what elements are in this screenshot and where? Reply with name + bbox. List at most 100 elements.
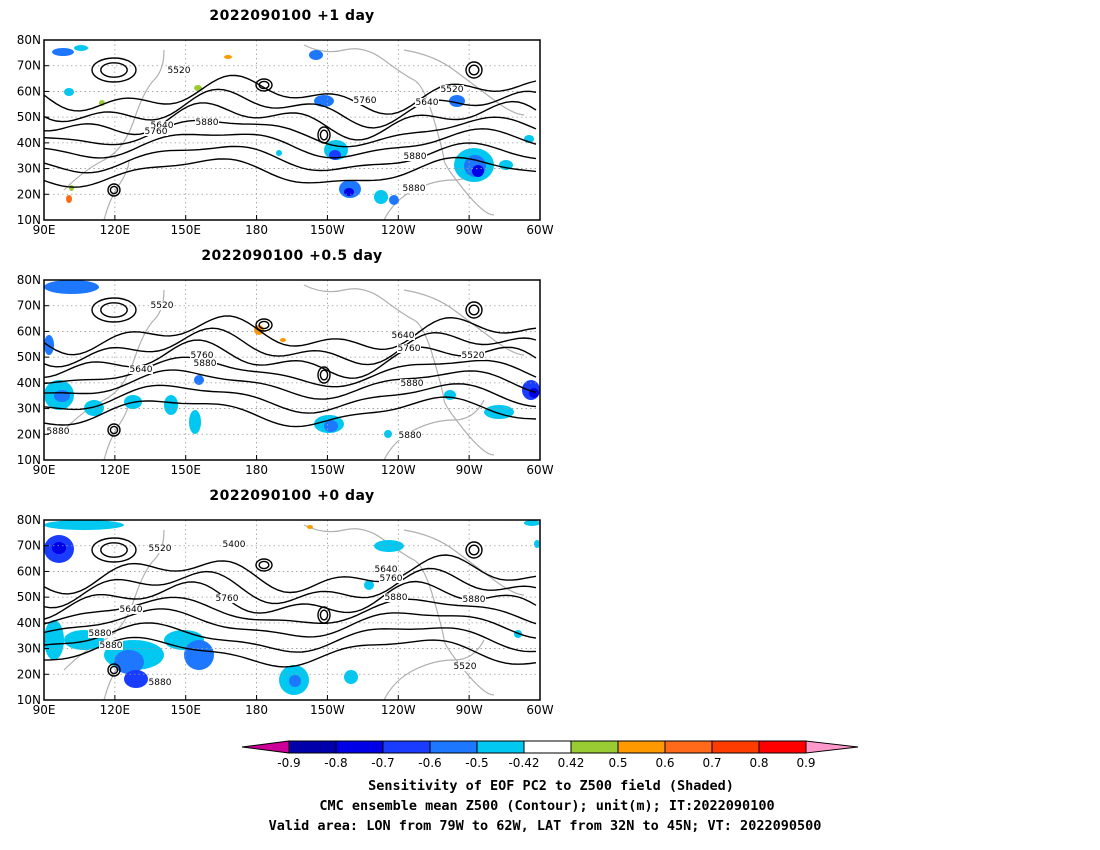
contour-label-bg bbox=[46, 427, 70, 436]
map-frame bbox=[43, 39, 541, 221]
contour-line bbox=[43, 339, 537, 379]
contour-label-bg bbox=[195, 118, 219, 127]
closed-contour bbox=[100, 62, 128, 78]
colorbar-swatch bbox=[570, 740, 619, 754]
contour-label-bg bbox=[148, 544, 172, 553]
contour-label: 5760 bbox=[191, 351, 214, 361]
contour-label: 5640 bbox=[130, 365, 153, 375]
contour-label-bg bbox=[379, 574, 403, 583]
colorbar-swatch bbox=[664, 740, 713, 754]
closed-contour bbox=[109, 665, 119, 675]
x-axis-ticks: 90E 120E 150E 180 150W 120W 90W 60W bbox=[33, 215, 554, 237]
panel-title: 2022090100 +0.5 day bbox=[201, 248, 382, 264]
x-axis-ticks: 90E 120E 150E 180 150W 120W 90W 60W bbox=[33, 695, 554, 717]
contour-label: 5880 bbox=[47, 427, 70, 437]
contour-line bbox=[43, 74, 537, 115]
shaded-cell bbox=[472, 165, 484, 177]
x-tick-label: 150W bbox=[310, 223, 345, 237]
contour-label-bg bbox=[222, 540, 246, 549]
x-tick-label: 120W bbox=[381, 223, 416, 237]
shaded-cell bbox=[364, 580, 374, 590]
x-tick-label: 120E bbox=[100, 463, 131, 477]
shaded-cell bbox=[534, 540, 540, 548]
contour-label: 5880 bbox=[404, 152, 427, 162]
contour-label: 5880 bbox=[196, 118, 219, 128]
map-frame bbox=[43, 519, 541, 701]
shaded-cell bbox=[44, 280, 99, 294]
x-tick-label: 90E bbox=[33, 463, 56, 477]
y-tick-label: 50N bbox=[17, 350, 41, 364]
x-tick-label: 60W bbox=[526, 223, 553, 237]
contour-label: 5760 bbox=[216, 594, 239, 604]
x-tick-label: 150E bbox=[170, 703, 201, 717]
y-axis-ticks: 10N 20N 30N 40N 50N 60N 70N 80N bbox=[17, 513, 49, 707]
contour-label: 5640 bbox=[392, 331, 415, 341]
closed-contour bbox=[319, 129, 329, 141]
colorbar-tick-label: -0.8 bbox=[324, 756, 347, 770]
x-tick-label: 90W bbox=[456, 703, 483, 717]
contour-label: 5640 bbox=[416, 98, 439, 108]
contour-label: 5880 bbox=[399, 431, 422, 441]
contour-label-bg bbox=[353, 96, 377, 105]
contour-label: 5880 bbox=[194, 359, 217, 369]
contour-label: 5520 bbox=[168, 66, 191, 76]
shaded-cell bbox=[309, 50, 323, 60]
closed-contour bbox=[465, 61, 483, 79]
shaded-cell bbox=[224, 55, 232, 59]
x-tick-label: 180 bbox=[245, 223, 268, 237]
contour-label-bg bbox=[119, 605, 143, 614]
grid-lines bbox=[44, 520, 541, 700]
shaded-cell bbox=[69, 185, 74, 191]
closed-contour bbox=[109, 425, 119, 435]
y-tick-label: 60N bbox=[17, 84, 41, 98]
contour-line bbox=[43, 567, 537, 609]
panel-title: 2022090100 +1 day bbox=[209, 8, 374, 24]
contour-label: 5400 bbox=[223, 540, 246, 550]
shaded-cell bbox=[52, 542, 66, 554]
shaded-cell bbox=[66, 195, 72, 203]
shaded-cell bbox=[329, 150, 341, 160]
y-tick-label: 60N bbox=[17, 564, 41, 578]
contour-label-bg bbox=[400, 379, 424, 388]
colorbar-tick-label: 0.7 bbox=[702, 756, 721, 770]
shaded-cell bbox=[280, 338, 286, 342]
contour-label-bg bbox=[402, 184, 426, 193]
contour-label-bg bbox=[398, 431, 422, 440]
grid-lines bbox=[44, 280, 541, 460]
colorbar-swatch bbox=[476, 740, 525, 754]
y-tick-label: 40N bbox=[17, 616, 41, 630]
contour-label-bg bbox=[397, 344, 421, 353]
closed-contour bbox=[255, 318, 273, 332]
contour-label: 5880 bbox=[401, 379, 424, 389]
contour-label: 5880 bbox=[463, 595, 486, 605]
colorbar-swatch bbox=[711, 740, 760, 754]
closed-contour bbox=[317, 366, 331, 384]
shaded-cell bbox=[529, 388, 539, 398]
x-tick-label: 180 bbox=[245, 703, 268, 717]
contour-label-bg bbox=[150, 121, 174, 130]
shaded-cell bbox=[114, 650, 144, 674]
x-tick-label: 120E bbox=[100, 223, 131, 237]
sensitivity-shading bbox=[52, 45, 534, 205]
colorbar-tick-label: 0.5 bbox=[608, 756, 627, 770]
contour-label: 5640 bbox=[151, 121, 174, 131]
map-frame bbox=[43, 279, 541, 461]
coastline-4 bbox=[403, 529, 525, 596]
closed-contour bbox=[91, 57, 137, 83]
closed-contour bbox=[465, 301, 483, 319]
coastline-1 bbox=[63, 49, 165, 191]
contour-label-bg bbox=[415, 98, 439, 107]
caption-line-1: Sensitivity of EOF PC2 to Z500 field (Sh… bbox=[368, 778, 734, 794]
colorbar-tick-label: -0.9 bbox=[277, 756, 300, 770]
contour-line bbox=[44, 100, 537, 141]
colorbar-swatch bbox=[617, 740, 666, 754]
shaded-cell bbox=[164, 395, 178, 415]
contour-label-bg bbox=[167, 66, 191, 75]
colorbar-swatch bbox=[382, 740, 431, 754]
closed-contour bbox=[107, 663, 121, 677]
contour-label: 5760 bbox=[145, 127, 168, 137]
